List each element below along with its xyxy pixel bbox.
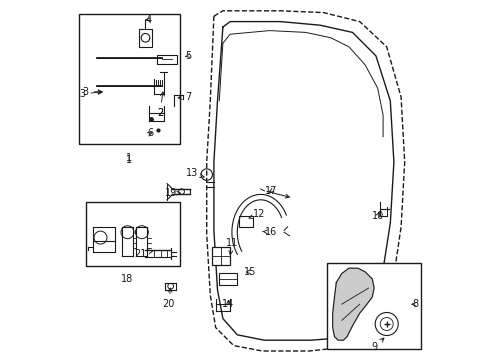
Text: 18: 18 xyxy=(121,274,133,284)
Text: 21: 21 xyxy=(134,249,152,259)
Text: 1: 1 xyxy=(126,155,132,165)
Bar xyxy=(219,273,237,285)
Text: 6: 6 xyxy=(147,128,154,138)
Bar xyxy=(212,247,230,265)
Bar xyxy=(157,55,177,64)
Bar xyxy=(239,216,253,227)
Text: 2: 2 xyxy=(157,108,163,118)
Text: 14: 14 xyxy=(222,299,234,309)
Text: 1: 1 xyxy=(126,153,132,163)
Bar xyxy=(79,14,179,144)
Text: 7: 7 xyxy=(178,92,191,102)
Text: 20: 20 xyxy=(163,288,175,309)
Bar xyxy=(326,263,420,349)
Bar xyxy=(139,29,152,47)
Text: 4: 4 xyxy=(146,15,152,25)
Text: 10: 10 xyxy=(371,211,383,221)
Text: 8: 8 xyxy=(411,299,418,309)
Bar xyxy=(86,202,179,266)
Text: 3: 3 xyxy=(79,89,102,99)
Text: 15: 15 xyxy=(243,267,256,277)
Text: 16: 16 xyxy=(262,227,277,237)
Text: 17: 17 xyxy=(265,186,277,196)
Text: 3: 3 xyxy=(82,87,102,97)
Text: 2: 2 xyxy=(157,92,164,118)
Text: 9: 9 xyxy=(370,338,383,352)
Text: 11: 11 xyxy=(225,238,238,255)
Text: 13: 13 xyxy=(186,168,203,178)
Polygon shape xyxy=(332,268,373,340)
Text: 5: 5 xyxy=(185,51,191,61)
Text: 19: 19 xyxy=(164,188,180,198)
Text: 12: 12 xyxy=(248,209,264,219)
